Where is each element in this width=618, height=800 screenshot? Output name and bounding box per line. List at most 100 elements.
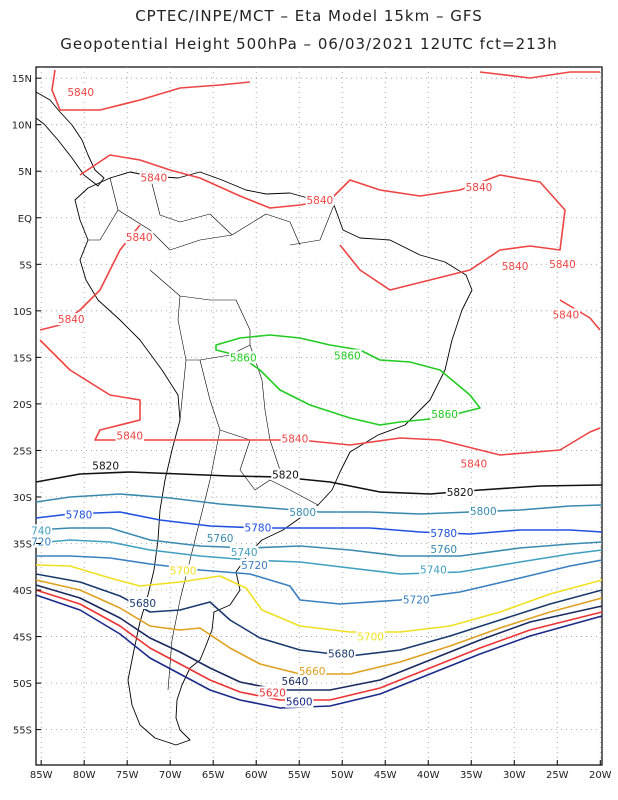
- contour-label-bg: [402, 593, 431, 606]
- lon-tick-label: 70W: [159, 770, 182, 781]
- lon-tick-label: 85W: [30, 770, 53, 781]
- contour-label: 5860: [230, 352, 257, 364]
- contour-label: 5680: [129, 598, 156, 610]
- lon-tick-label: 60W: [245, 770, 268, 781]
- contour-5840-amazon: [79, 154, 566, 291]
- contour-label: 5840: [282, 433, 309, 445]
- lat-tick-label: 50S: [13, 679, 32, 690]
- lon-tick-label: 75W: [116, 770, 139, 781]
- lat-tick-label: 35S: [13, 540, 32, 551]
- contour-label-bg: [327, 647, 356, 660]
- contour-label-bg: [548, 258, 577, 271]
- contour-label: 5820: [272, 470, 299, 482]
- contour-label-bg: [91, 459, 120, 472]
- lat-tick-label: 40S: [13, 586, 32, 597]
- contour-label-bg: [459, 457, 489, 470]
- contour-label-bg: [429, 543, 458, 556]
- contour-label-bg: [464, 180, 494, 193]
- lat-tick-label: 10N: [12, 121, 32, 132]
- contour-5860: [215, 334, 481, 426]
- contour-label: 5620: [259, 687, 286, 699]
- contour-5840-northeast: [479, 71, 600, 79]
- contour-label: 5840: [306, 195, 333, 207]
- lat-tick-label: 5N: [18, 167, 32, 178]
- contour-label-bg: [115, 429, 144, 442]
- contour-label: 5660: [299, 666, 326, 678]
- contour-5760: [35, 527, 603, 557]
- contour-label-bg: [285, 695, 314, 708]
- contour-label-bg: [30, 524, 53, 537]
- contour-label: 5820: [92, 460, 119, 472]
- contour-label-bg: [333, 349, 362, 362]
- lon-tick-label: 30W: [503, 770, 526, 781]
- lon-tick-label: 80W: [73, 770, 96, 781]
- contour-label: 5740: [420, 564, 447, 576]
- contour-lines: [35, 69, 603, 709]
- contour-label-bg: [271, 468, 300, 481]
- contour-label: 5680: [328, 648, 355, 660]
- contour-label-bg: [500, 260, 530, 273]
- contour-5740: [35, 539, 603, 575]
- map-subtitle: Geopotential Height 500hPa – 06/03/2021 …: [60, 35, 558, 53]
- contour-label: 5840: [553, 309, 580, 321]
- contour-label-bg: [258, 686, 287, 699]
- contour-label: 5740: [231, 547, 258, 559]
- contour-label: 5720: [403, 594, 430, 606]
- contour-label: 5640: [282, 676, 309, 688]
- lon-tick-label: 25W: [546, 770, 569, 781]
- contour-label-bg: [240, 558, 269, 571]
- contour-5720: [36, 555, 603, 605]
- contour-label: 5840: [67, 87, 94, 99]
- contour-5840-atlantic: [559, 299, 601, 331]
- contour-label-bg: [429, 527, 458, 540]
- contour-label: 5760: [207, 533, 234, 545]
- contour-label-bg: [30, 535, 53, 548]
- contour-5820: [35, 471, 603, 495]
- contour-label: 5700: [357, 631, 384, 643]
- lon-tick-label: 45W: [374, 770, 397, 781]
- contour-label-bg: [288, 505, 317, 518]
- contour-label: 720: [31, 537, 51, 549]
- contour-5660: [35, 579, 603, 675]
- contour-labels: 5840 5840 5840 5840 5840 5840 5840 5840 5840 5840…: [30, 86, 581, 709]
- contour-label: 5840: [126, 232, 153, 244]
- contour-label-bg: [243, 521, 273, 534]
- contour-label-bg: [139, 171, 169, 184]
- contour-label: 5840: [460, 458, 487, 470]
- central-america-coastline: [35, 91, 105, 187]
- lon-tick-label: 40W: [417, 770, 440, 781]
- contour-label: 5780: [66, 510, 93, 522]
- contour-5800: [35, 493, 603, 515]
- lat-tick-label: 55S: [13, 726, 32, 737]
- contour-label: 5840: [502, 261, 529, 273]
- contour-label: 5860: [431, 409, 458, 421]
- contour-label-bg: [356, 630, 385, 643]
- lat-tick-label: 15N: [12, 74, 32, 85]
- contour-5600: [35, 594, 603, 709]
- contour-label: 5840: [58, 314, 85, 326]
- lon-tick-label: 50W: [331, 770, 354, 781]
- lon-tick-label: 55W: [288, 770, 311, 781]
- lat-tick-label: 5S: [19, 260, 32, 271]
- country-borders: [88, 175, 335, 691]
- lat-tick-label: 10S: [13, 307, 32, 318]
- axis-ticks: 85W 80W 75W 70W 65W 60W 55W 50W 45W 40W 35W 30W 25W 2…: [12, 74, 612, 781]
- contour-label-bg: [125, 231, 154, 244]
- contour-label: 5840: [140, 173, 167, 185]
- lat-tick-label: 20S: [13, 400, 32, 411]
- map-title: CPTEC/INPE/MCT – Eta Model 15km – GFS: [135, 7, 483, 25]
- contour-label-bg: [66, 86, 95, 99]
- lat-tick-label: 45S: [13, 633, 32, 644]
- contour-label: 5840: [116, 430, 143, 442]
- contour-label-bg: [57, 313, 86, 326]
- contour-label: 5820: [447, 487, 474, 499]
- contour-label: 740: [31, 525, 51, 537]
- contour-label-bg: [64, 508, 94, 521]
- lon-tick-label: 65W: [202, 770, 225, 781]
- lon-tick-label: 35W: [460, 770, 483, 781]
- contour-label-bg: [280, 675, 310, 688]
- contour-label-bg: [551, 308, 581, 321]
- contour-label-bg: [305, 194, 335, 207]
- lat-tick-label: 15S: [13, 353, 32, 364]
